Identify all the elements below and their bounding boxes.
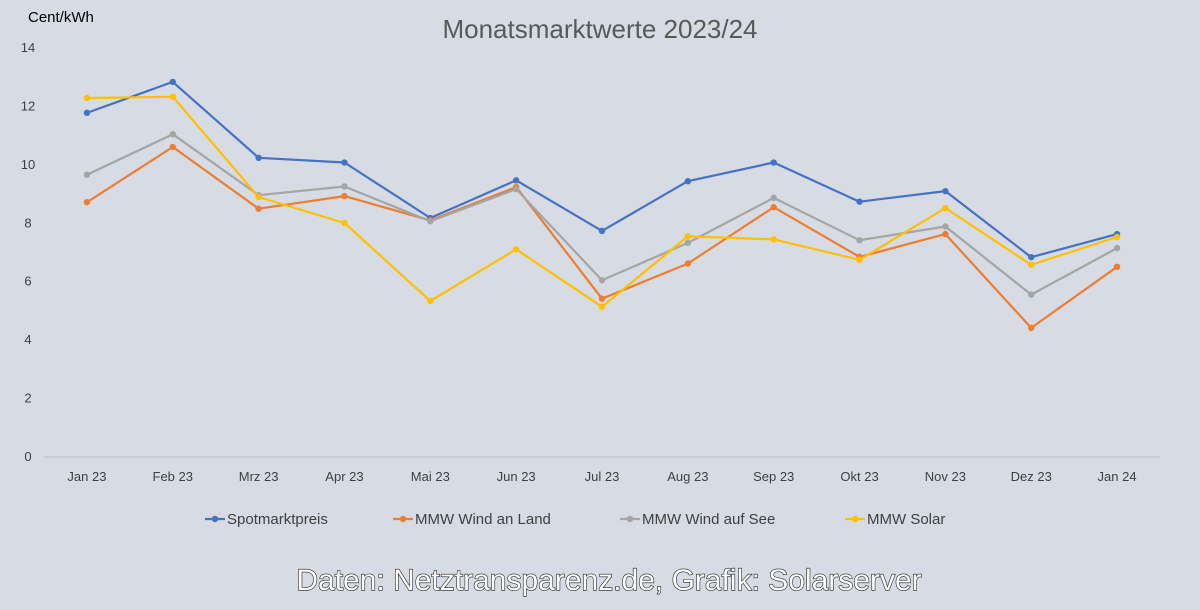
data-point xyxy=(770,194,777,202)
data-point xyxy=(770,204,777,211)
data-point xyxy=(169,78,176,86)
data-point xyxy=(684,178,692,185)
x-tick-label: Dez 23 xyxy=(1011,469,1052,484)
y-tick-label: 8 xyxy=(24,215,31,230)
y-tick-label: 4 xyxy=(24,332,31,347)
legend-label: MMW Wind auf See xyxy=(642,511,775,528)
data-point xyxy=(255,205,262,212)
x-tick-label: Mai 23 xyxy=(411,469,450,484)
data-point xyxy=(856,198,863,205)
legend-label: Spotmarktpreis xyxy=(227,511,328,528)
x-tick-label: Apr 23 xyxy=(325,469,363,484)
data-point xyxy=(427,218,434,225)
legend-label: MMW Solar xyxy=(867,511,945,528)
series-line xyxy=(85,95,1119,308)
legend-item: MMW Wind an Land xyxy=(393,511,551,528)
data-point xyxy=(83,171,91,178)
data-point xyxy=(341,159,348,166)
legend-label: MMW Wind an Land xyxy=(415,511,551,528)
y-tick-label: 12 xyxy=(21,98,35,113)
data-point xyxy=(1113,244,1121,252)
data-point xyxy=(1028,291,1035,298)
data-point xyxy=(942,204,949,212)
chart-title: Monatsmarktwerte 2023/24 xyxy=(442,14,757,44)
data-point xyxy=(942,223,949,230)
data-point xyxy=(83,94,91,102)
data-point xyxy=(598,277,606,284)
data-point xyxy=(169,130,176,138)
data-point xyxy=(341,183,348,190)
x-tick-label: Mrz 23 xyxy=(239,469,279,484)
data-point xyxy=(942,187,949,195)
data-point xyxy=(684,239,692,247)
y-tick-label: 0 xyxy=(24,449,31,464)
x-tick-label: Sep 23 xyxy=(753,469,794,484)
y-tick-label: 2 xyxy=(24,391,31,406)
y-tick-label: 14 xyxy=(21,40,35,55)
plot-area xyxy=(83,78,1121,332)
data-point xyxy=(942,230,949,238)
data-point xyxy=(1028,261,1035,268)
series-group xyxy=(83,130,1121,298)
x-axis: Jan 23 Feb 23 Mrz 23 Apr 23 Mai 23 Jun 23 Jul … xyxy=(67,469,1136,484)
legend-marker xyxy=(399,515,407,523)
data-point xyxy=(83,109,91,117)
series-group xyxy=(83,93,1121,311)
data-point xyxy=(255,193,262,201)
data-point xyxy=(1028,324,1035,332)
legend-marker xyxy=(626,515,634,523)
legend-item: MMW Solar xyxy=(845,511,945,528)
series-line xyxy=(85,133,1119,296)
data-point xyxy=(770,159,777,166)
series-group xyxy=(83,78,1121,261)
data-point xyxy=(255,154,262,162)
data-point xyxy=(341,192,348,200)
data-point xyxy=(512,177,520,184)
legend: Spotmarktpreis MMW Wind an Land MMW Wind a… xyxy=(205,511,945,528)
source-note: Daten: Netztransparenz.de, Grafik: Solar… xyxy=(296,564,921,597)
data-point xyxy=(598,295,606,302)
data-point xyxy=(427,297,434,305)
y-tick-label: 6 xyxy=(24,274,31,289)
x-tick-label: Jun 23 xyxy=(497,469,536,484)
data-point xyxy=(856,256,863,264)
data-point xyxy=(169,93,176,100)
data-point xyxy=(512,246,520,253)
y-axis-unit-label: Cent/kWh xyxy=(28,9,94,26)
legend-marker xyxy=(851,515,859,523)
legend-item: MMW Wind auf See xyxy=(620,511,775,528)
data-point xyxy=(512,185,520,193)
x-tick-label: Nov 23 xyxy=(925,469,966,484)
data-point xyxy=(684,233,692,240)
y-tick-label: 10 xyxy=(21,157,35,172)
x-tick-label: Feb 23 xyxy=(153,469,193,484)
data-point xyxy=(1113,263,1121,271)
x-tick-label: Okt 23 xyxy=(840,469,878,484)
y-axis: 0 2 4 6 8 10 12 14 xyxy=(21,40,35,464)
x-tick-label: Aug 23 xyxy=(667,469,708,484)
data-point xyxy=(770,236,777,243)
x-tick-label: Jan 24 xyxy=(1098,469,1137,484)
legend-item: Spotmarktpreis xyxy=(205,511,328,528)
legend-marker xyxy=(211,515,219,523)
data-point xyxy=(598,303,606,311)
data-point xyxy=(1028,253,1035,261)
data-point xyxy=(1113,233,1121,241)
data-point xyxy=(83,199,91,206)
data-point xyxy=(598,227,606,235)
series-group xyxy=(83,143,1121,332)
data-point xyxy=(684,260,692,267)
x-tick-label: Jul 23 xyxy=(585,469,620,484)
data-point xyxy=(169,143,176,151)
data-point xyxy=(856,237,863,244)
data-point xyxy=(341,219,348,227)
x-tick-label: Jan 23 xyxy=(67,469,106,484)
